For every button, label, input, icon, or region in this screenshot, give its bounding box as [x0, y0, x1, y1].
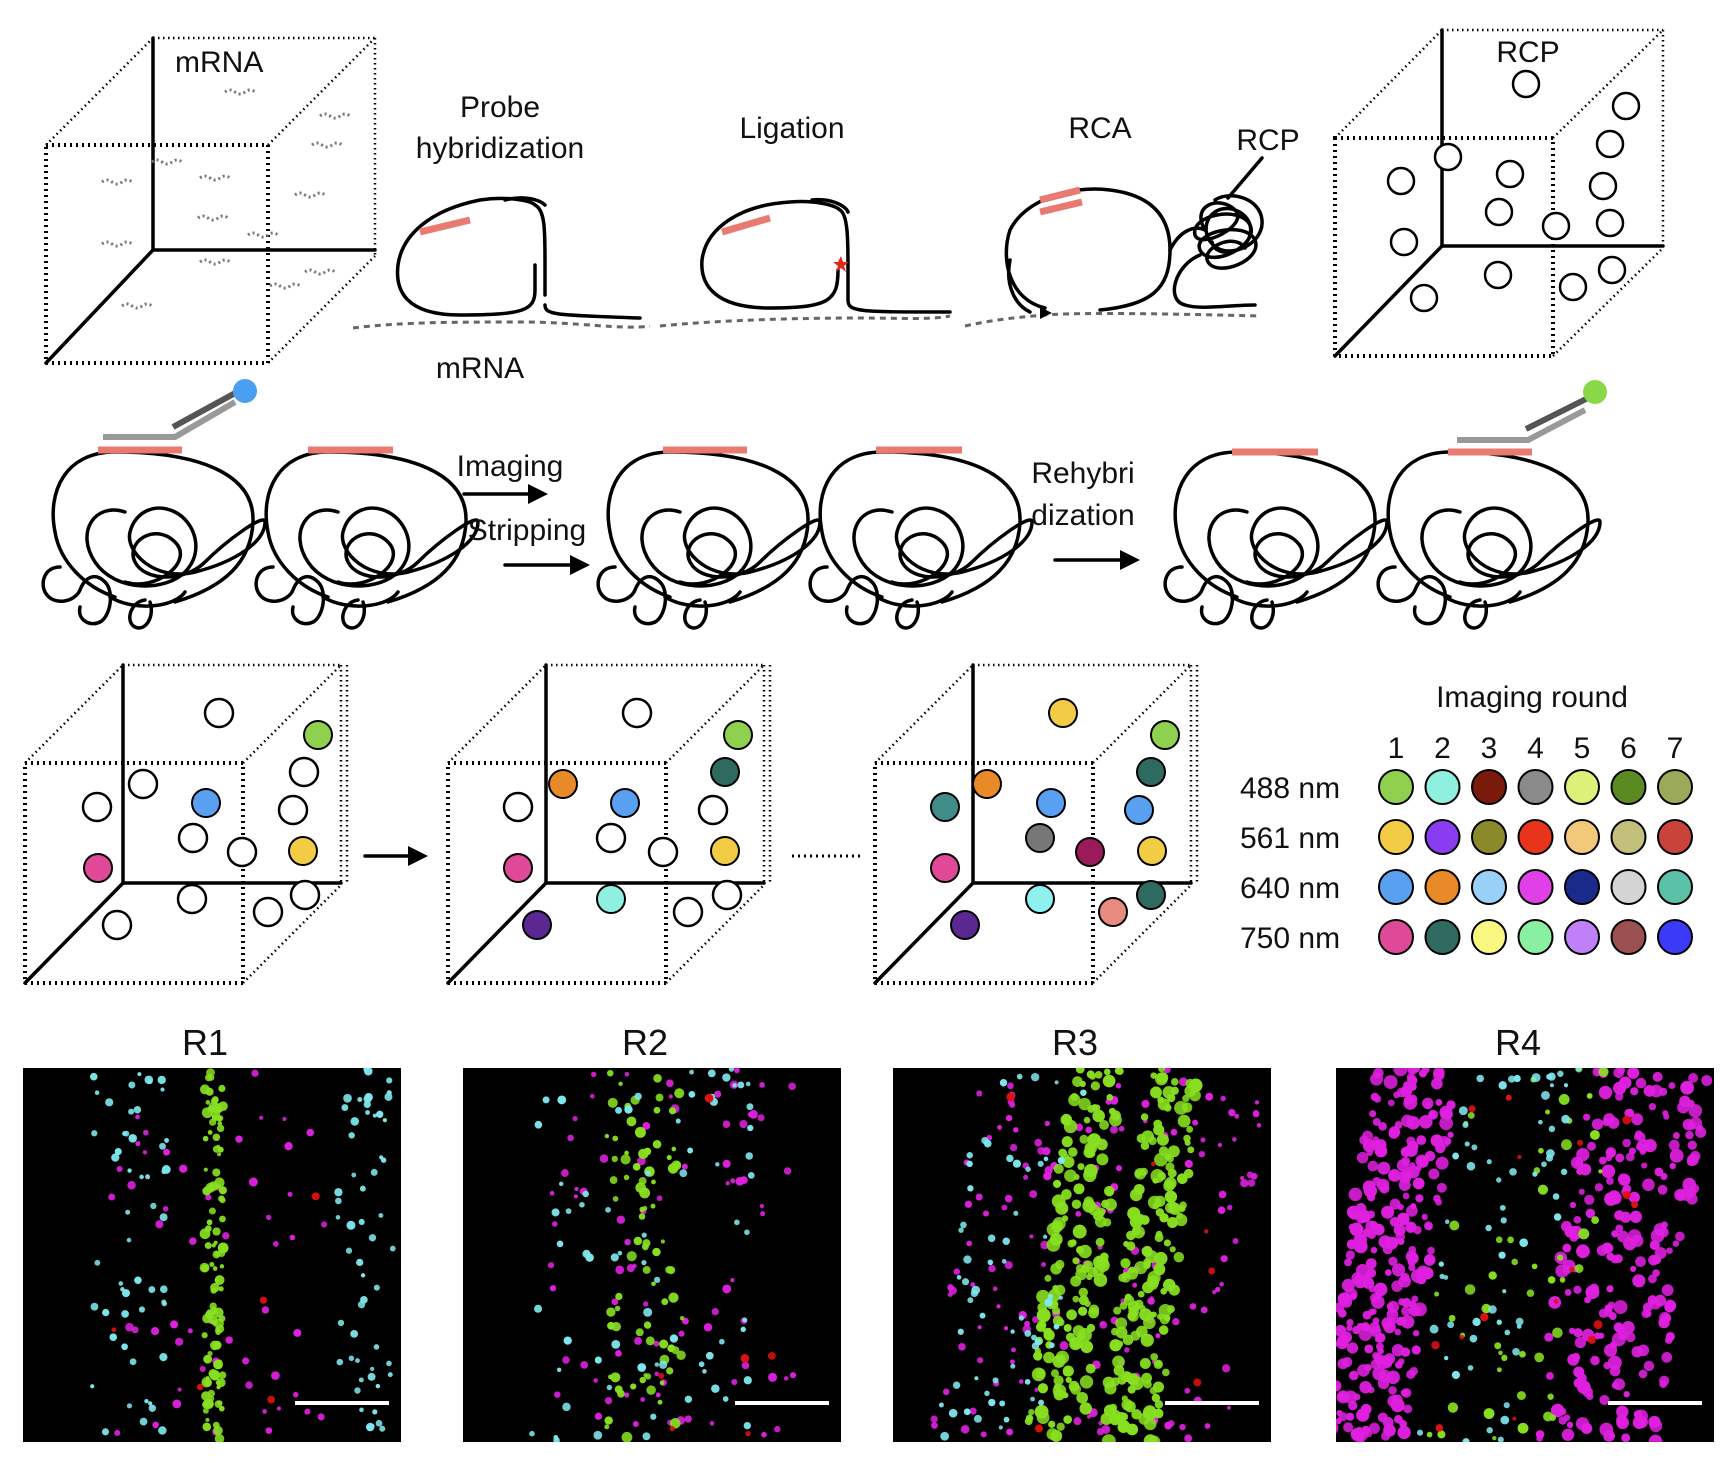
micrograph-label: R4	[1495, 1022, 1541, 1063]
color-swatch	[1378, 769, 1414, 805]
micrograph-panel: R4	[1336, 1022, 1714, 1442]
micrograph-panel: R1	[23, 1022, 401, 1442]
color-swatch	[1564, 819, 1600, 855]
micrograph-image	[23, 1068, 401, 1442]
stripping-label: Stripping	[468, 514, 586, 547]
ligation-step: Ligation	[659, 112, 952, 328]
color-swatch	[1610, 919, 1647, 955]
round2-cube	[446, 663, 772, 985]
rcp-pointer-label: RCP	[1236, 124, 1299, 157]
rcp-cube: RCP	[1333, 28, 1665, 358]
color-swatch	[1424, 769, 1461, 805]
color-swatch	[1657, 919, 1693, 955]
imaging-label: Imaging	[457, 450, 564, 483]
round-number: 4	[1527, 732, 1544, 765]
color-swatch	[1424, 869, 1461, 905]
color-swatch	[1517, 869, 1554, 905]
mrna-squiggles	[101, 88, 351, 310]
color-swatch	[1424, 919, 1461, 955]
color-swatch	[1471, 819, 1507, 855]
ligation-label: Ligation	[739, 112, 844, 145]
color-swatch	[1517, 919, 1554, 955]
rca-label: RCA	[1068, 112, 1131, 145]
rehyb-label-1: Rehybri	[1031, 457, 1134, 490]
color-swatch	[1471, 769, 1507, 805]
mrna-cube: mRNA	[44, 36, 377, 365]
channel-rows: 488 nm 561 nm 640 nm 750 nm	[1240, 769, 1693, 955]
color-swatch	[1471, 869, 1507, 905]
mrna-box-label: mRNA	[175, 46, 263, 79]
color-swatch	[1564, 919, 1600, 955]
blue-detection-probe	[103, 379, 257, 440]
micrograph-label: R3	[1052, 1022, 1098, 1063]
color-swatch	[1657, 769, 1693, 805]
channel-label: 640 nm	[1240, 872, 1340, 905]
rcp-circles	[1386, 69, 1641, 313]
color-swatch	[1424, 819, 1461, 855]
micrograph-panel: R2	[463, 1022, 841, 1442]
micrograph-spots	[930, 1068, 1262, 1442]
rehyb-label-2: dization	[1031, 499, 1134, 532]
channel-label: 750 nm	[1240, 922, 1340, 955]
micrograph-spots	[89, 1068, 396, 1442]
imaging-round-title: Imaging round	[1436, 681, 1628, 714]
channel-label: 488 nm	[1240, 772, 1340, 805]
green-detection-probe	[1457, 380, 1607, 443]
color-swatch	[1610, 869, 1647, 905]
color-swatch	[1564, 769, 1600, 805]
micrograph-spots	[529, 1068, 797, 1442]
micrograph-label: R2	[622, 1022, 668, 1063]
rcp-blob-row	[41, 379, 1607, 630]
color-swatch	[1378, 919, 1414, 955]
color-swatch	[1517, 769, 1554, 805]
micrograph-row: R1 R2 R3 R4	[23, 1022, 1714, 1442]
probe-hyb-label-2: hybridization	[416, 132, 584, 165]
micrograph-panel: R3	[893, 1022, 1271, 1442]
round-number: 3	[1481, 732, 1498, 765]
rcp-tangle	[1172, 194, 1264, 309]
color-swatch	[1517, 819, 1554, 855]
round-number: 7	[1667, 732, 1684, 765]
channel-label: 561 nm	[1240, 822, 1340, 855]
rcp-box-label: RCP	[1496, 36, 1559, 69]
rca-step: RCA RCP	[964, 112, 1300, 328]
round-n-cube	[873, 663, 1199, 985]
probe-hybridization-step: Probe hybridization mRNA	[352, 91, 651, 385]
color-swatch	[1564, 869, 1600, 905]
color-swatch	[1610, 769, 1647, 805]
round1-cube	[23, 663, 349, 985]
color-swatch	[1378, 869, 1414, 905]
color-swatch	[1657, 869, 1693, 905]
color-swatch	[1610, 819, 1647, 855]
probe-hyb-label-1: Probe	[460, 91, 540, 124]
mrna-under-label: mRNA	[436, 352, 524, 385]
color-swatch	[1657, 819, 1693, 855]
round-number: 5	[1574, 732, 1591, 765]
micrograph-image	[463, 1068, 841, 1442]
color-swatch	[1378, 819, 1414, 855]
color-swatch	[1471, 919, 1507, 955]
round-number: 1	[1388, 732, 1405, 765]
micrograph-spots	[1336, 1068, 1713, 1442]
round-number: 2	[1434, 732, 1451, 765]
round-number: 6	[1620, 732, 1637, 765]
micrograph-label: R1	[182, 1022, 228, 1063]
